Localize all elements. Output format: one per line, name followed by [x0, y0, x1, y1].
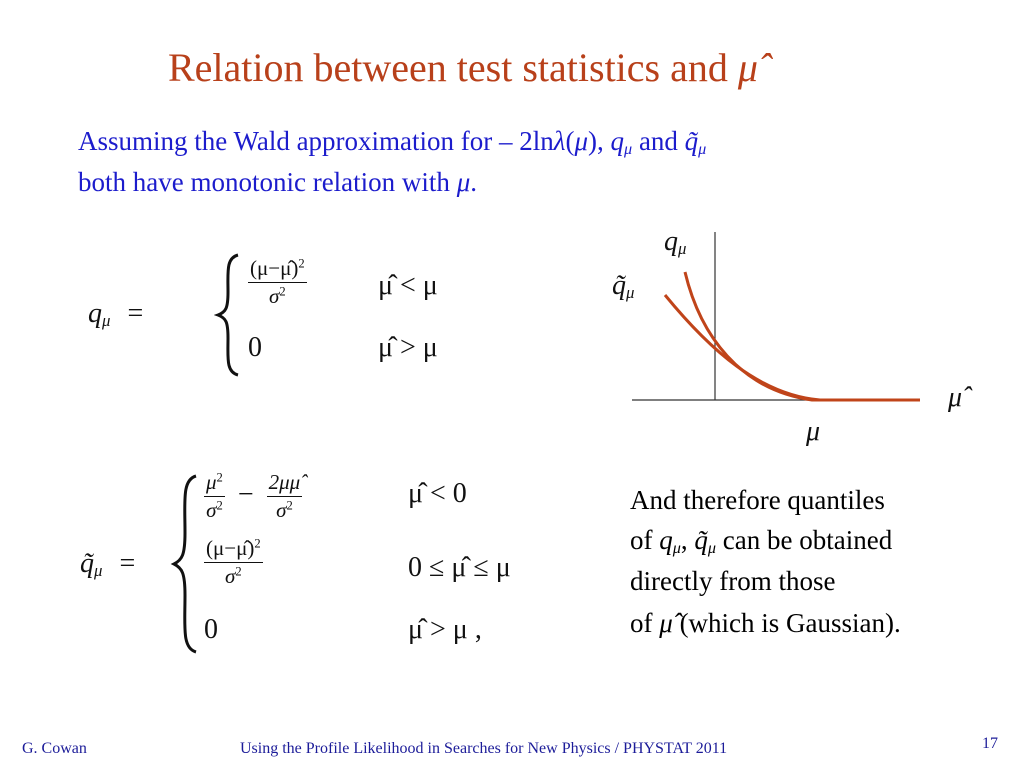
- numerator: μ: [206, 470, 217, 494]
- qtilde-lhs: q̃μ =: [80, 548, 135, 581]
- fraction: (μ−μ̂)2 σ2: [248, 256, 307, 309]
- text: and: [632, 126, 685, 156]
- title-text: Relation between test statistics and: [168, 45, 728, 90]
- condition: 0 ≤ μ̂ ≤ μ: [408, 552, 511, 583]
- case: (μ−μ̂)2 σ2: [204, 536, 263, 589]
- text: .: [470, 167, 477, 197]
- symbol: μ: [456, 167, 471, 197]
- text: (which is Gaussian).: [672, 608, 901, 638]
- symbol: μ: [574, 126, 589, 156]
- text: ,: [680, 525, 695, 555]
- exponent: 2: [254, 536, 261, 551]
- qtilde-curve: [663, 294, 821, 402]
- exponent: 2: [216, 498, 223, 513]
- symbol: q: [659, 525, 673, 555]
- subscript: μ: [102, 311, 111, 331]
- text: of: [630, 608, 660, 638]
- text: (: [565, 126, 575, 156]
- brace: [170, 474, 197, 654]
- text: both have monotonic relation with: [78, 167, 457, 197]
- subscript: μ: [94, 561, 103, 581]
- graph-label: q̃μ: [612, 270, 634, 303]
- text: ),: [588, 126, 611, 156]
- graph-label: μ: [806, 416, 820, 448]
- denominator: σ: [225, 564, 236, 588]
- case: (μ−μ̂)2 σ2: [248, 256, 307, 309]
- numerator: 2μμ̂: [268, 470, 301, 494]
- fraction: (μ−μ̂)2 σ2: [204, 536, 263, 589]
- brace: [214, 253, 239, 377]
- intro-line: Assuming the Wald approximation for – 2l…: [78, 126, 706, 159]
- symbol: μ: [806, 416, 821, 447]
- fraction: μ2 σ2: [204, 470, 225, 523]
- conclusion-line: directly from those: [630, 566, 836, 596]
- symbol: q̃: [80, 548, 94, 579]
- sketch: [632, 232, 920, 402]
- case-value: 0: [248, 332, 262, 363]
- exponent: 2: [235, 564, 242, 579]
- case: μ2 σ2 − 2μμ̂ σ2: [204, 470, 303, 523]
- fraction: 2μμ̂ σ2: [266, 470, 303, 523]
- exponent: 2: [286, 498, 293, 513]
- denominator: σ: [206, 498, 217, 522]
- case-value: 0: [204, 614, 218, 645]
- minus: −: [237, 478, 254, 510]
- subscript: μ: [624, 140, 633, 159]
- numerator: (μ−μ̂): [206, 536, 255, 560]
- symbol: μ̂: [948, 382, 963, 413]
- q-curve: [683, 271, 920, 402]
- symbol: q̃: [684, 126, 699, 156]
- text: can be obtained: [716, 525, 893, 555]
- conclusion-line: of qμ, q̃μ can be obtained: [630, 525, 892, 558]
- q-lhs: qμ =: [88, 298, 143, 331]
- exponent: 2: [216, 470, 223, 485]
- text: Assuming the Wald approximation for – 2l…: [78, 126, 554, 156]
- exponent: 2: [298, 256, 305, 271]
- numerator: (μ−μ̂): [250, 256, 299, 280]
- conclusion-line: And therefore quantiles: [630, 485, 885, 515]
- symbol: q̃: [694, 525, 708, 555]
- slide-title: Relation between test statistics and μ̂: [168, 44, 758, 91]
- conclusion-line: of μ̂ (which is Gaussian).: [630, 608, 901, 639]
- symbol: q: [664, 226, 678, 257]
- symbol: λ: [553, 126, 566, 156]
- subscript: μ: [672, 539, 681, 558]
- footer-talk: Using the Profile Likelihood in Searches…: [240, 740, 728, 757]
- denominator: σ: [276, 498, 287, 522]
- condition: μ̂ < μ: [378, 270, 438, 301]
- condition: μ̂ < 0: [408, 478, 467, 509]
- equals: =: [127, 298, 144, 329]
- title-symbol: μ̂: [737, 45, 758, 90]
- text: of: [630, 525, 660, 555]
- condition: μ̂ > μ: [378, 332, 438, 363]
- page-number: 17: [982, 735, 998, 752]
- subscript: μ: [678, 239, 687, 259]
- graph-label: μ̂: [948, 382, 962, 414]
- equals: =: [119, 548, 136, 579]
- symbol: q: [610, 126, 625, 156]
- symbol: μ̂: [659, 608, 673, 638]
- symbol: q̃: [612, 270, 626, 301]
- intro-line: both have monotonic relation with μ.: [78, 167, 477, 198]
- symbol: q: [88, 298, 102, 329]
- subscript: μ: [698, 140, 707, 159]
- footer-author: G. Cowan: [22, 740, 87, 757]
- condition: μ̂ > μ ,: [408, 614, 482, 645]
- subscript: μ: [707, 539, 717, 558]
- exponent: 2: [279, 284, 286, 299]
- denominator: σ: [269, 284, 280, 308]
- graph-label: qμ: [664, 226, 686, 259]
- subscript: μ: [626, 283, 635, 303]
